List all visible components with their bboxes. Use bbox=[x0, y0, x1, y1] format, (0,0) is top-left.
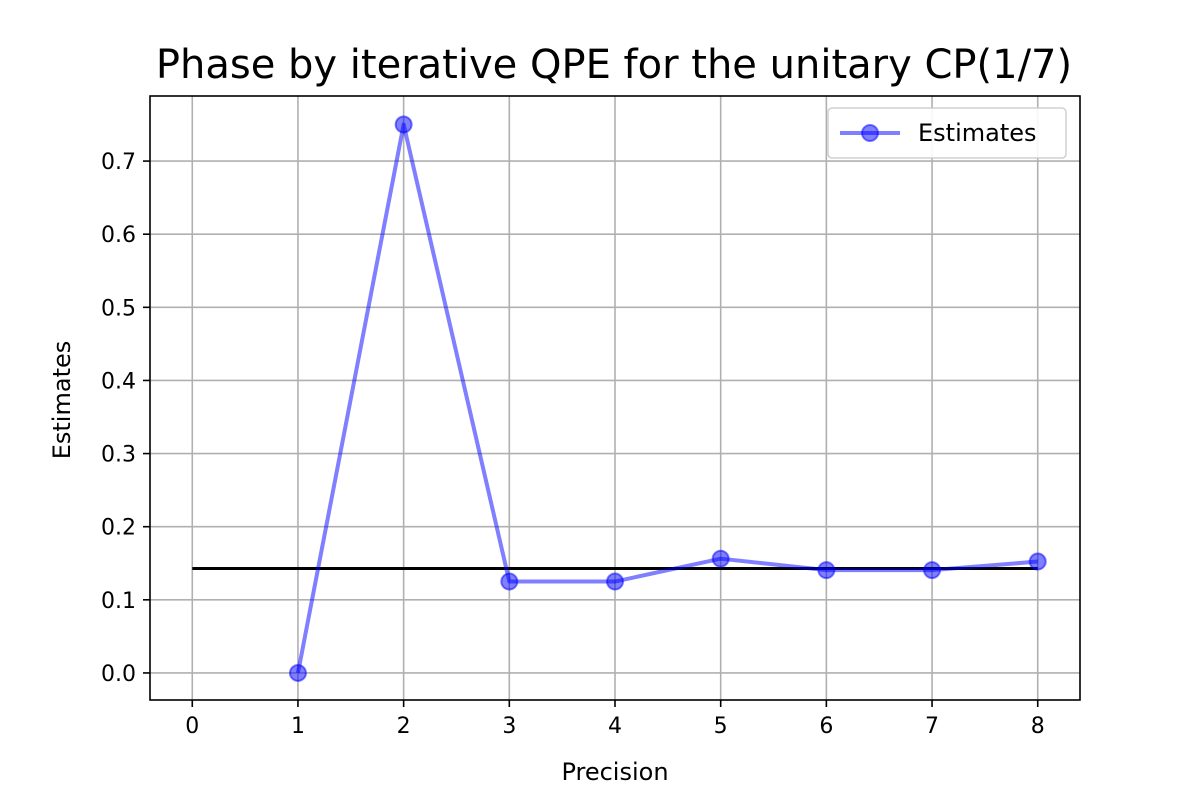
y-tick-label: 0.0 bbox=[101, 662, 136, 687]
data-point bbox=[923, 561, 942, 580]
tick-layer: 0 1 2 3 4 5 6 7 8 0.0 0.1 0.2 0.3 0.4 0.5 0.6 0.7 bbox=[101, 150, 1045, 739]
x-tick-label: 6 bbox=[819, 714, 833, 739]
data-point bbox=[606, 572, 624, 591]
series-layer bbox=[288, 115, 1047, 682]
chart-title: Phase by iterative QPE for the unitary C… bbox=[156, 42, 1072, 88]
x-tick-label: 7 bbox=[925, 714, 939, 739]
data-point bbox=[1028, 552, 1047, 571]
x-tick-label: 5 bbox=[714, 714, 728, 739]
legend-box bbox=[827, 107, 1067, 159]
data-point bbox=[394, 115, 413, 134]
x-tick-label: 2 bbox=[397, 714, 411, 739]
series-line bbox=[295, 122, 1038, 674]
y-tick-label: 0.7 bbox=[101, 150, 136, 175]
data-point bbox=[288, 663, 307, 682]
x-axis-label: Precision bbox=[561, 758, 668, 786]
x-tick-label: 0 bbox=[185, 714, 199, 739]
legend: Estimates bbox=[827, 107, 1067, 159]
y-tick-label: 0.1 bbox=[101, 589, 136, 614]
data-point bbox=[500, 572, 519, 591]
x-tick-label: 3 bbox=[502, 714, 516, 739]
y-tick-label: 0.4 bbox=[101, 369, 136, 394]
legend-label-estimates: Estimates bbox=[918, 119, 1037, 147]
grid bbox=[150, 96, 1080, 700]
legend-series-marker bbox=[861, 124, 879, 142]
x-tick-label: 1 bbox=[291, 714, 305, 739]
y-tick-label: 0.6 bbox=[101, 223, 136, 248]
data-point bbox=[817, 561, 836, 580]
x-tick-label: 8 bbox=[1031, 714, 1045, 739]
x-tick-label: 4 bbox=[608, 714, 622, 739]
y-tick-label: 0.3 bbox=[101, 443, 136, 468]
data-point bbox=[711, 549, 730, 568]
y-tick-label: 0.2 bbox=[101, 516, 136, 541]
y-axis-label: Estimates bbox=[48, 341, 76, 460]
y-tick-label: 0.5 bbox=[101, 296, 136, 321]
